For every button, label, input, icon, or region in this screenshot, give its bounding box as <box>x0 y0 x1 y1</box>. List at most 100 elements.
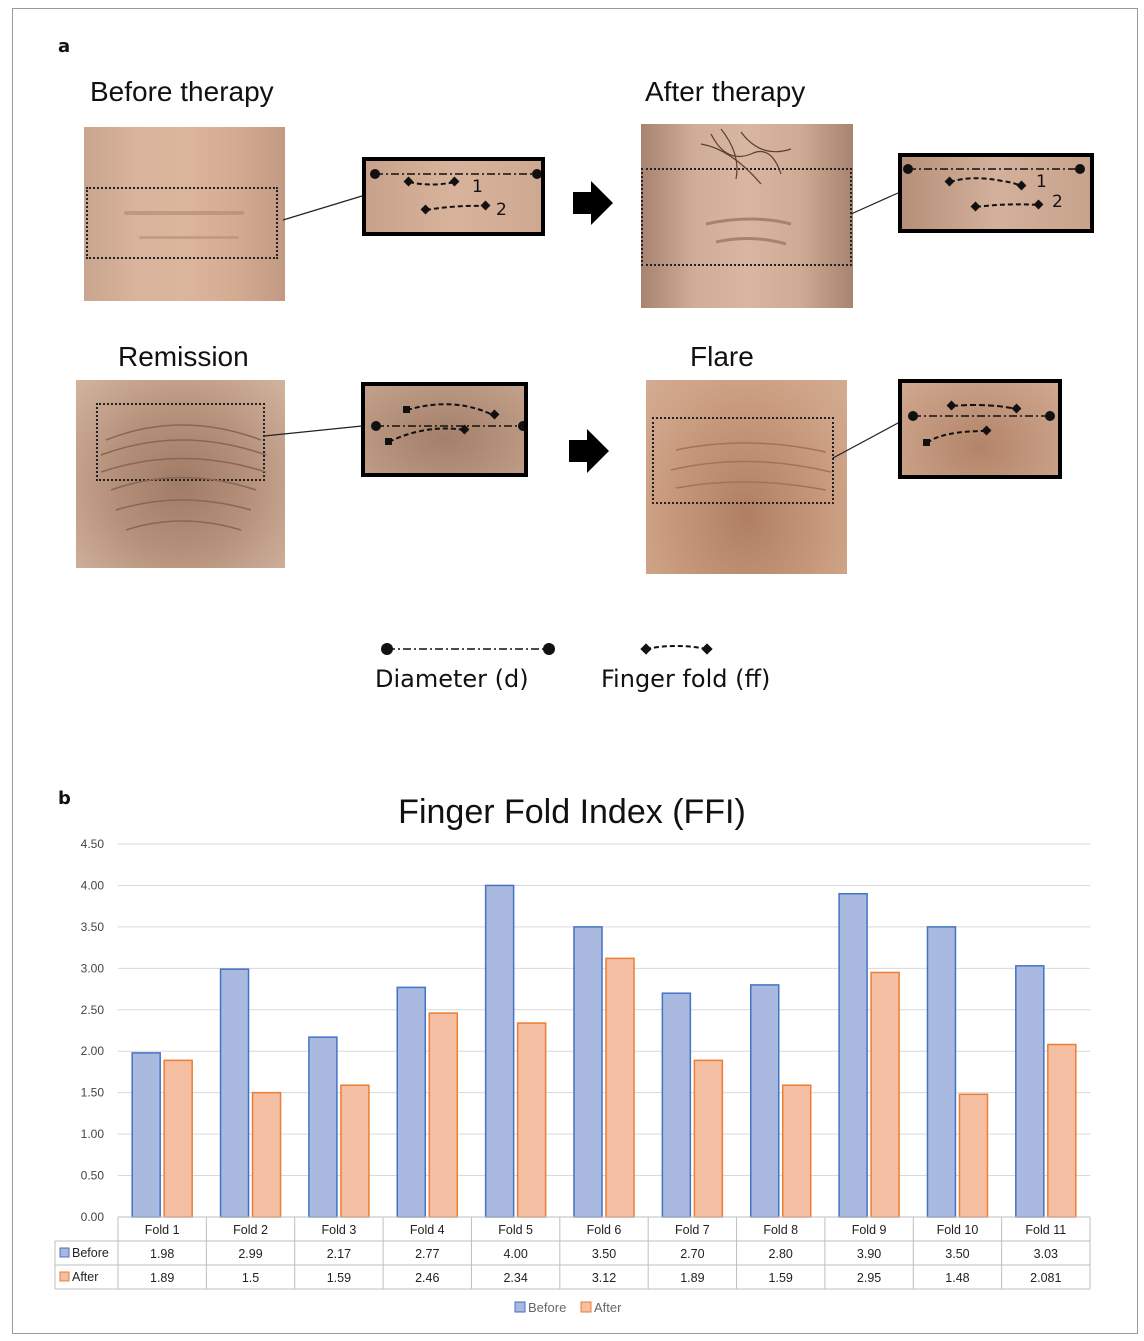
data-label: 1.89 <box>150 1271 174 1285</box>
panel-b-label: b <box>58 788 71 809</box>
roi-box <box>86 187 278 259</box>
bar-before-3 <box>308 1036 338 1218</box>
series-label-before: Before <box>72 1246 109 1260</box>
skin-crease <box>139 236 239 239</box>
data-label: 2.70 <box>680 1247 704 1261</box>
right-arrow-icon <box>573 181 613 225</box>
legend-swatch-before <box>514 1301 526 1313</box>
bar-before-8 <box>749 984 780 1218</box>
bar-before-7 <box>661 992 692 1218</box>
category-label: Fold 2 <box>233 1223 268 1237</box>
y-tick-label: 1.00 <box>81 1127 105 1141</box>
y-tick-label: 0.00 <box>81 1210 105 1224</box>
legend-finger-fold-label: Finger fold (ff) <box>601 665 771 693</box>
category-label: Fold 3 <box>322 1223 357 1237</box>
legend-diameter-label: Diameter (d) <box>375 665 529 693</box>
data-label: 2.46 <box>415 1271 439 1285</box>
bar-after-8 <box>781 1084 812 1218</box>
bar-after-7 <box>693 1059 724 1218</box>
data-label: 3.50 <box>945 1247 969 1261</box>
figure-frame <box>12 8 1138 1334</box>
y-tick-label: 3.50 <box>81 920 105 934</box>
photo-flare <box>646 380 847 574</box>
inset-measurements <box>371 403 524 445</box>
data-label: 3.50 <box>592 1247 616 1261</box>
category-label: Fold 10 <box>937 1223 979 1237</box>
bar-after-11 <box>1047 1043 1077 1218</box>
data-label: 3.90 <box>857 1247 881 1261</box>
category-label: Fold 1 <box>145 1223 180 1237</box>
data-label: 1.48 <box>945 1271 969 1285</box>
data-label: 1.89 <box>680 1271 704 1285</box>
roi-box <box>96 403 265 481</box>
category-label: Fold 8 <box>763 1223 798 1237</box>
bar-before-1 <box>131 1052 161 1218</box>
fold-label-2: 2 <box>496 200 507 220</box>
fold-label-1: 1 <box>1036 172 1047 192</box>
inset-flare <box>898 379 1062 479</box>
caption-remission: Remission <box>118 341 249 372</box>
skin-wrinkles <box>100 424 267 531</box>
data-label: 2.77 <box>415 1247 439 1261</box>
data-label: 1.98 <box>150 1247 174 1261</box>
category-label: Fold 7 <box>675 1223 710 1237</box>
legend-swatch-after <box>580 1301 592 1313</box>
bar-after-3 <box>340 1084 370 1218</box>
legend-key-after <box>59 1271 70 1282</box>
photo-remission <box>76 380 285 568</box>
data-label: 4.00 <box>503 1247 527 1261</box>
caption-flare: Flare <box>690 341 754 372</box>
category-label: Fold 11 <box>1025 1223 1066 1237</box>
bar-before-5 <box>484 884 515 1218</box>
legend-entry-after: After <box>594 1300 622 1315</box>
category-label: Fold 9 <box>852 1223 887 1237</box>
roi-box <box>652 417 834 504</box>
inset-remission <box>361 382 528 477</box>
bar-before-6 <box>573 926 603 1218</box>
data-label: 1.5 <box>242 1271 259 1285</box>
series-label-after: After <box>72 1270 98 1284</box>
inset-before-therapy: 1 2 <box>362 157 545 236</box>
legend-key-before <box>59 1247 70 1258</box>
bar-after-1 <box>163 1059 193 1218</box>
photo-before-therapy <box>84 127 285 301</box>
skin-wrinkles <box>670 442 832 491</box>
caption-before-therapy: Before therapy <box>90 76 274 107</box>
bar-before-4 <box>396 986 427 1218</box>
legend-entry-before: Before <box>528 1300 566 1315</box>
photo-after-therapy <box>641 124 853 308</box>
y-tick-label: 3.00 <box>81 961 105 975</box>
category-label: Fold 5 <box>498 1223 533 1237</box>
right-arrow-icon <box>569 429 609 473</box>
inset-measurements: 1 2 <box>903 164 1085 212</box>
y-tick-label: 2.00 <box>81 1044 105 1058</box>
caption-after-therapy: After therapy <box>645 76 806 107</box>
bar-after-4 <box>428 1012 459 1218</box>
category-label: Fold 6 <box>587 1223 622 1237</box>
data-label: 2.95 <box>857 1271 881 1285</box>
data-label: 2.34 <box>503 1271 527 1285</box>
data-label: 2.081 <box>1030 1271 1061 1285</box>
data-label: 1.59 <box>327 1271 351 1285</box>
y-tick-label: 2.50 <box>81 1003 105 1017</box>
panel-a-label: a <box>58 36 71 57</box>
data-label: 3.12 <box>592 1271 616 1285</box>
data-label: 1.59 <box>769 1271 793 1285</box>
bar-before-10 <box>926 926 957 1218</box>
bar-before-2 <box>219 968 250 1218</box>
skin-crease <box>124 211 244 215</box>
ffi-bar-chart: 0.00 0.50 1.00 1.50 2.00 2.50 3.00 3.50 4.00 4.50… <box>54 837 1091 1315</box>
data-label: 2.99 <box>238 1247 262 1261</box>
y-tick-label: 4.50 <box>81 837 105 851</box>
y-tick-label: 4.00 <box>81 878 105 892</box>
bar-before-9 <box>838 892 868 1218</box>
y-tick-label: 0.50 <box>81 1169 105 1183</box>
bar-after-6 <box>605 957 635 1218</box>
fold-label-1: 1 <box>472 177 483 197</box>
bar-after-5 <box>516 1022 547 1218</box>
bar-after-10 <box>958 1093 989 1218</box>
inset-after-therapy: 1 2 <box>898 153 1094 233</box>
bar-after-2 <box>251 1091 282 1218</box>
category-label: Fold 4 <box>410 1223 445 1237</box>
data-label: 3.03 <box>1034 1247 1058 1261</box>
